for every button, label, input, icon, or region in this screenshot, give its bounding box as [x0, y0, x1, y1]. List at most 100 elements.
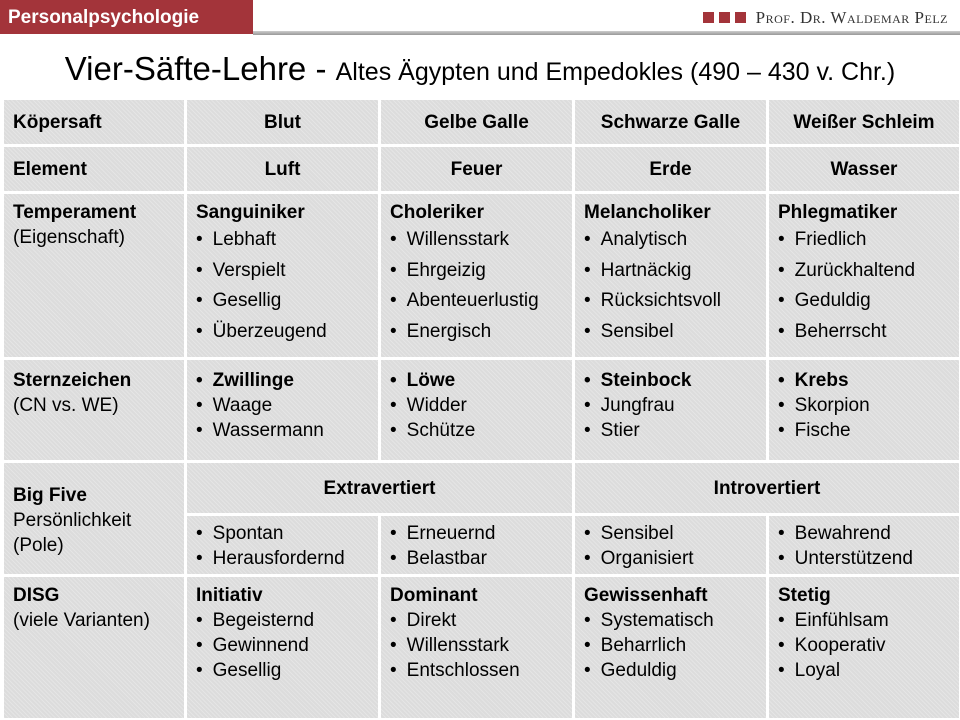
list-item: Einfühlsam	[778, 608, 950, 633]
table-cell: StetigEinfühlsamKooperativLoyal	[769, 577, 959, 718]
cell-text: Persönlichkeit	[13, 510, 132, 531]
cell-text: (Pole)	[13, 535, 64, 556]
list-item: Organisiert	[584, 546, 757, 571]
header-cell: Weißer Schleim	[769, 100, 959, 144]
cell-text: Sternzeichen	[13, 370, 132, 391]
list-item: Geduldig	[584, 658, 757, 683]
table-cell: CholerikerWillensstarkEhrgeizigAbenteuer…	[381, 194, 572, 357]
list-item: Widder	[390, 393, 563, 418]
cell-text: Erde	[649, 158, 692, 180]
list-item: Verspielt	[196, 256, 369, 287]
list-item: Lebhaft	[196, 225, 369, 256]
list-item: Erneuernd	[390, 521, 563, 546]
table-cell: GewissenhaftSystematischBeharrlichGeduld…	[575, 577, 766, 718]
list-item: Stier	[584, 418, 757, 443]
list-item: Jungfrau	[584, 393, 757, 418]
type-name: Stetig	[778, 585, 831, 606]
header-cell: Luft	[187, 147, 378, 191]
table-cell: KrebsSkorpionFische	[769, 360, 959, 460]
type-name: Phlegmatiker	[778, 202, 898, 223]
list-item: Loyal	[778, 658, 950, 683]
list-item: Begeisternd	[196, 608, 369, 633]
table-cell: ZwillingeWaageWassermann	[187, 360, 378, 460]
cell-text: Schwarze Galle	[600, 111, 741, 133]
list-item: Gesellig	[196, 286, 369, 317]
cell-text: Köpersaft	[13, 111, 102, 133]
list-item: Unterstützend	[778, 546, 950, 571]
list-item: Belastbar	[390, 546, 563, 571]
type-name: Melancholiker	[584, 202, 711, 223]
list-item: Willensstark	[390, 633, 563, 658]
type-name: Dominant	[390, 585, 478, 606]
list-item: Geduldig	[778, 286, 950, 317]
page-title: Vier-Säfte-Lehre - Altes Ägypten und Emp…	[64, 50, 896, 87]
list-item: Abenteuerlustig	[390, 286, 563, 317]
cell-text: Luft	[264, 158, 301, 180]
list-item: Entschlossen	[390, 658, 563, 683]
cell-text: (CN vs. WE)	[13, 395, 119, 416]
table-cell: SteinbockJungfrauStier	[575, 360, 766, 460]
header-cell: Blut	[187, 100, 378, 144]
list-item: Friedlich	[778, 225, 950, 256]
humors-table: Köpersaft Blut Gelbe Galle Schwarze Galle We…	[4, 100, 959, 719]
table-cell: SanguinikerLebhaftVerspieltGeselligÜberz…	[187, 194, 378, 357]
list-item: Überzeugend	[196, 317, 369, 348]
list-item: Herausfordernd	[196, 546, 369, 571]
cell-text: (Eigenschaft)	[13, 227, 125, 248]
list-item: Direkt	[390, 608, 563, 633]
type-name: Sanguiniker	[196, 202, 305, 223]
list-item: Energisch	[390, 317, 563, 348]
table-cell: PhlegmatikerFriedlichZurückhaltendGeduld…	[769, 194, 959, 357]
list-item: Schütze	[390, 418, 563, 443]
cell-text: Feuer	[450, 158, 503, 180]
header-cell: Wasser	[769, 147, 959, 191]
cell-text: Big Five	[13, 485, 87, 506]
type-name: Initiativ	[196, 585, 263, 606]
square-icon	[702, 12, 714, 23]
table-cell: BewahrendUnterstützend	[769, 516, 959, 574]
list-item: Waage	[196, 393, 369, 418]
header-cell: Köpersaft	[4, 100, 184, 144]
pole-header: Extravertiert	[187, 463, 572, 513]
cell-text: Element	[13, 158, 87, 180]
table-cell: MelancholikerAnalytischHartnäckigRücksic…	[575, 194, 766, 357]
cell-text: Temperament	[13, 202, 137, 223]
cell-text: DISG	[13, 585, 60, 606]
row-label: DISG (viele Varianten)	[4, 577, 184, 718]
header-cell: Gelbe Galle	[381, 100, 572, 144]
table-cell: SpontanHerausfordernd	[187, 516, 378, 574]
list-item: Analytisch	[584, 225, 757, 256]
cell-text: Extravertiert	[323, 477, 436, 499]
list-item: Ehrgeizig	[390, 256, 563, 287]
pole-header: Introvertiert	[575, 463, 959, 513]
author-name: Prof. Dr. Waldemar Pelz	[755, 8, 948, 27]
list-item: Krebs	[778, 368, 950, 393]
cell-text: Gelbe Galle	[424, 111, 529, 133]
list-item: Kooperativ	[778, 633, 950, 658]
section-label: Personalpsychologie	[0, 0, 253, 34]
cell-text: Introvertiert	[713, 477, 821, 499]
list-item: Steinbock	[584, 368, 757, 393]
list-item: Skorpion	[778, 393, 950, 418]
type-name: Choleriker	[390, 202, 484, 223]
header-rule	[253, 31, 960, 35]
cell-text: Blut	[264, 111, 301, 133]
table-cell: ErneuerndBelastbar	[381, 516, 572, 574]
list-item: Beharrlich	[584, 633, 757, 658]
list-item: Wassermann	[196, 418, 369, 443]
table-cell: SensibelOrganisiert	[575, 516, 766, 574]
type-name: Gewissenhaft	[584, 585, 708, 606]
title-main: Vier-Säfte-Lehre	[64, 50, 307, 87]
list-item: Hartnäckig	[584, 256, 757, 287]
cell-text: Wasser	[830, 158, 898, 180]
title-sub: Altes Ägypten und Empedokles (490 – 430 …	[335, 58, 896, 86]
table-cell: DominantDirektWillensstarkEntschlossen	[381, 577, 572, 718]
square-icon	[718, 12, 730, 23]
list-item: Zurückhaltend	[778, 256, 950, 287]
list-item: Rücksichtsvoll	[584, 286, 757, 317]
list-item: Sensibel	[584, 521, 757, 546]
square-icon	[734, 12, 746, 23]
list-item: Spontan	[196, 521, 369, 546]
list-item: Gesellig	[196, 658, 369, 683]
list-item: Willensstark	[390, 225, 563, 256]
